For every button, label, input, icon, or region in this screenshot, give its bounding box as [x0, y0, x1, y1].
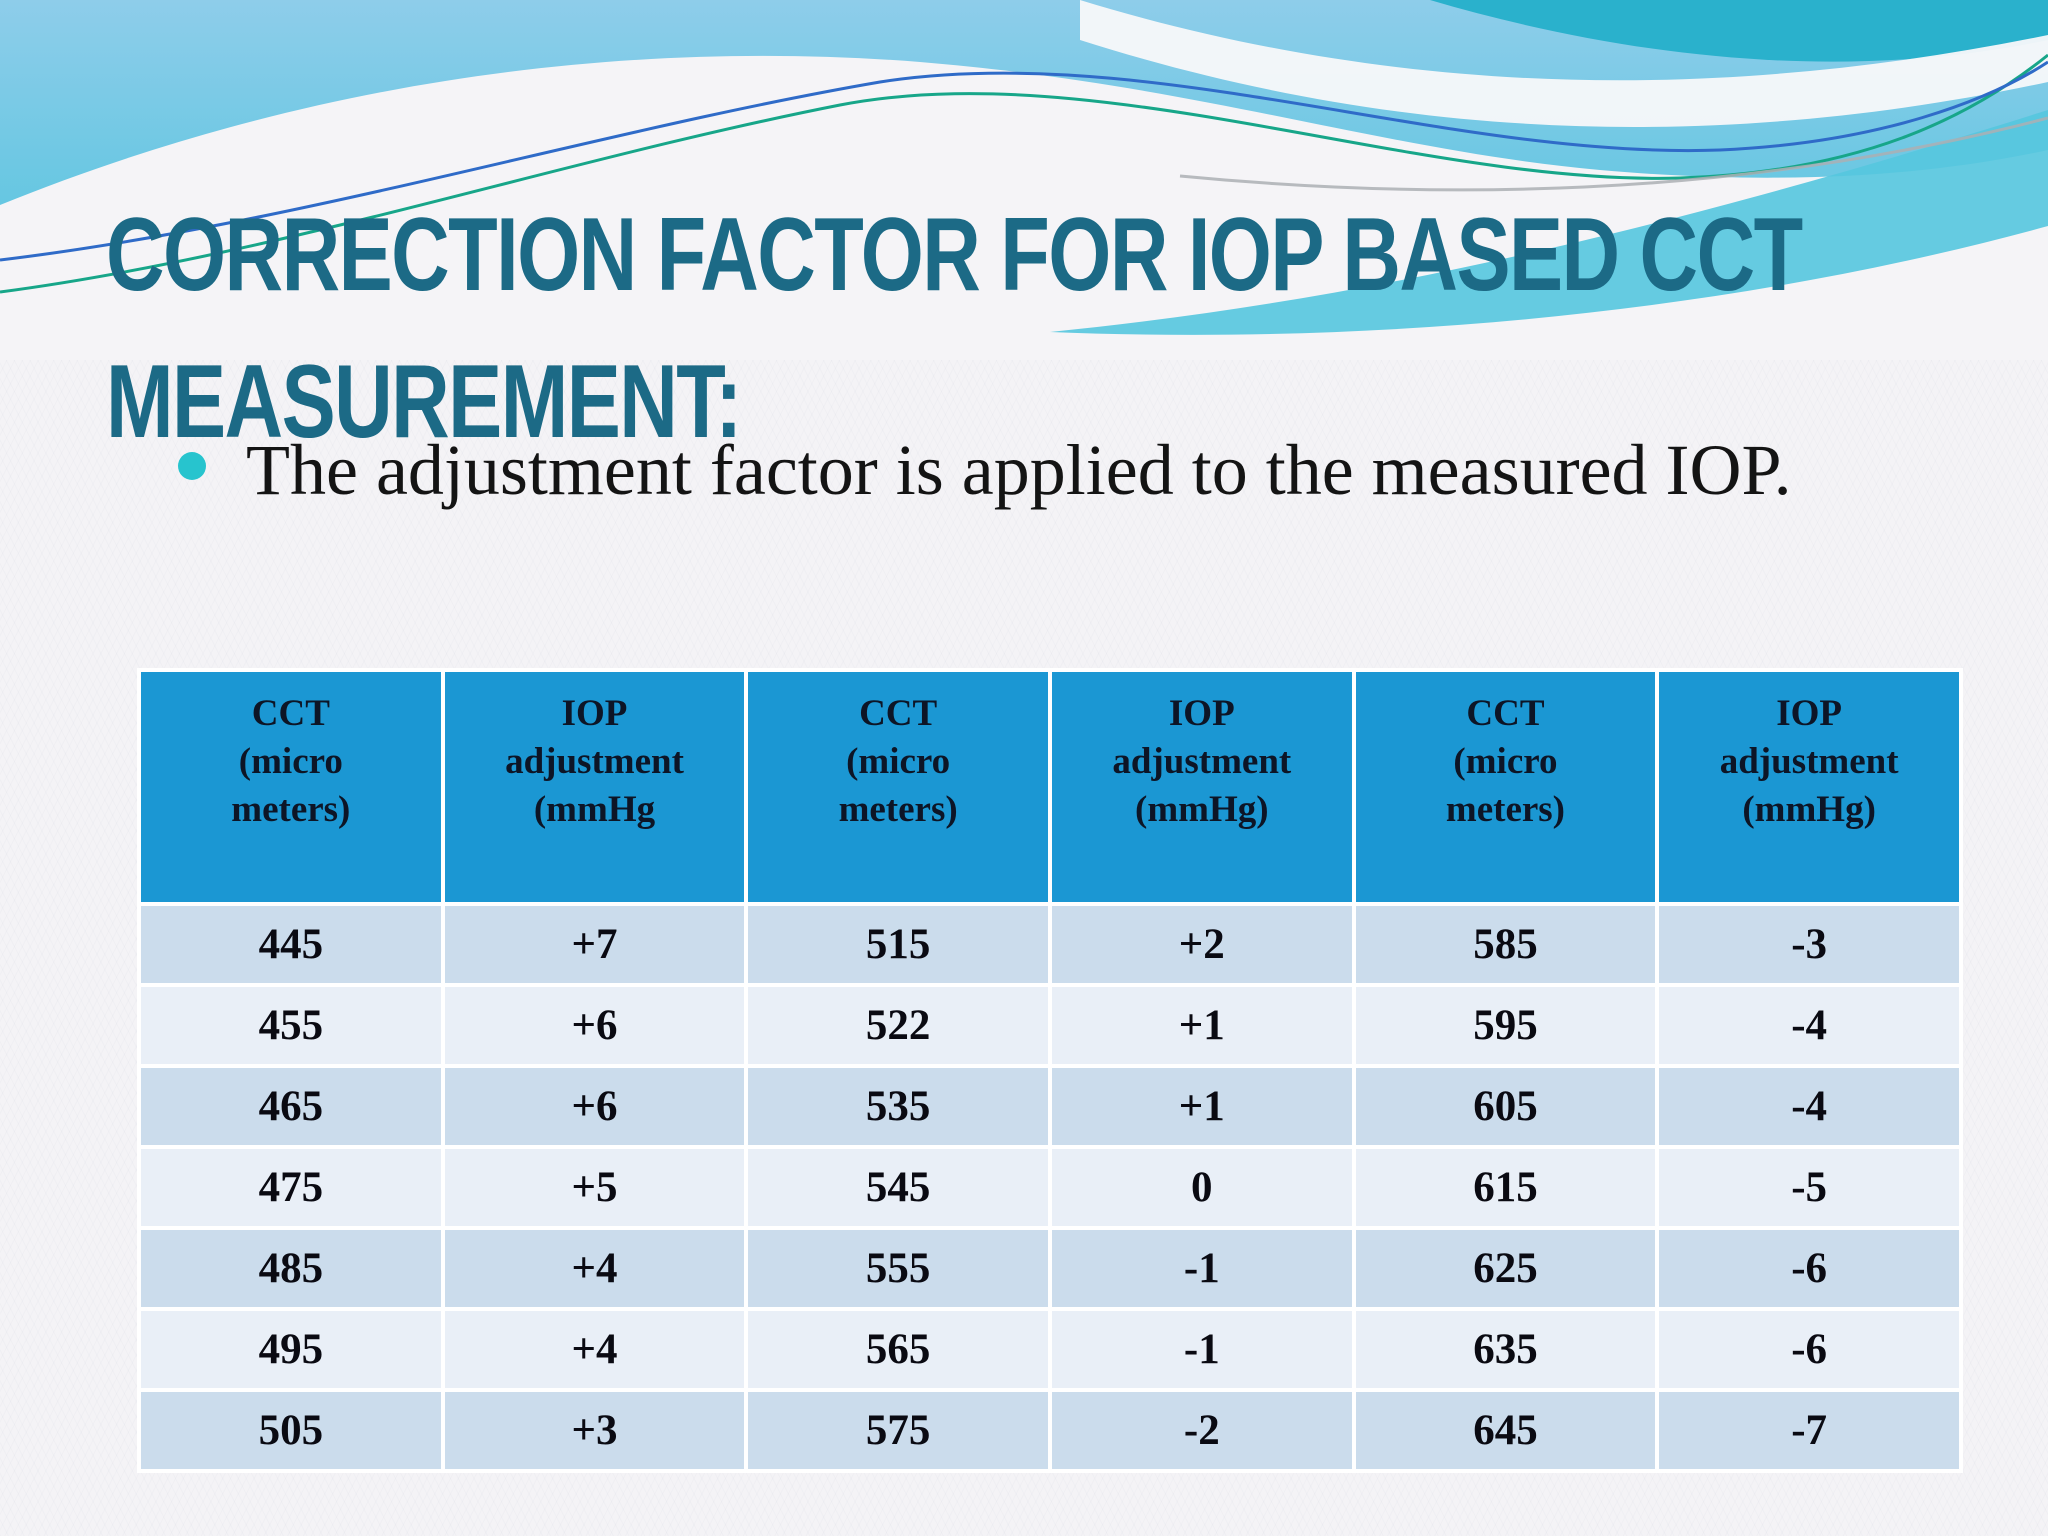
table-cell: +5 — [440, 1145, 749, 1230]
table-cell: +7 — [440, 902, 749, 987]
table-cell: 465 — [137, 1064, 445, 1149]
slide-title-line-1: CORRECTION FACTOR FOR IOP BASED CCT — [106, 196, 1803, 313]
table-cell: +3 — [440, 1388, 749, 1473]
table-cell: 535 — [744, 1064, 1052, 1149]
table-cell: 645 — [1351, 1388, 1660, 1473]
bullet-text: The adjustment factor is applied to the … — [246, 430, 1792, 510]
table-cell: 455 — [137, 983, 445, 1068]
table-cell: -3 — [1655, 902, 1963, 987]
table-row: 445 +7 515 +2 585 -3 — [137, 902, 1963, 987]
table-cell: -1 — [1047, 1226, 1356, 1311]
table-cell: 0 — [1047, 1145, 1356, 1230]
table-cell: 575 — [744, 1388, 1052, 1473]
slide-title: CORRECTION FACTOR FOR IOP BASED CCT MEAS… — [106, 182, 1803, 477]
wave-svg — [0, 0, 2048, 360]
table-header-row: CCT (micro meters) IOP adjustment (mmHg … — [137, 668, 1963, 906]
table-row: 485 +4 555 -1 625 -6 — [137, 1226, 1963, 1311]
table-cell: -6 — [1655, 1307, 1963, 1392]
column-header-iop-1: IOP adjustment (mmHg — [440, 668, 749, 906]
table-cell: +1 — [1047, 1064, 1356, 1149]
table-cell: 515 — [744, 902, 1052, 987]
column-header-cct-3: CCT (micro meters) — [1351, 668, 1660, 906]
table-row: 495 +4 565 -1 635 -6 — [137, 1307, 1963, 1392]
wave-green-line — [0, 53, 2048, 294]
table-cell: -2 — [1047, 1388, 1356, 1473]
table-cell: 585 — [1351, 902, 1660, 987]
wave-gray-line — [1179, 116, 2048, 192]
wave-blue-line — [0, 60, 2048, 262]
column-header-cct-2: CCT (micro meters) — [744, 668, 1052, 906]
table-row: 505 +3 575 -2 645 -7 — [137, 1388, 1963, 1473]
wave-dark-teal-band — [1430, 0, 2048, 62]
table-cell: -7 — [1655, 1388, 1963, 1473]
table-cell: 555 — [744, 1226, 1052, 1311]
table-row: 455 +6 522 +1 595 -4 — [137, 983, 1963, 1068]
wave-cyan-band — [1050, 110, 2048, 335]
header-wave-decoration — [0, 0, 2048, 360]
table-cell: -6 — [1655, 1226, 1963, 1311]
table-cell: 475 — [137, 1145, 445, 1230]
table-cell: +4 — [440, 1226, 749, 1311]
bullet-item: The adjustment factor is applied to the … — [178, 420, 1792, 521]
table-cell: 565 — [744, 1307, 1052, 1392]
column-header-iop-2: IOP adjustment (mmHg) — [1047, 668, 1356, 906]
table-cell: +6 — [440, 983, 749, 1068]
table-cell: 625 — [1351, 1226, 1660, 1311]
column-header-cct-1: CCT (micro meters) — [137, 668, 445, 906]
table-cell: -5 — [1655, 1145, 1963, 1230]
table-cell: 635 — [1351, 1307, 1660, 1392]
table-cell: +6 — [440, 1064, 749, 1149]
bullet-dot-icon — [178, 452, 206, 480]
cct-iop-correction-table: CCT (micro meters) IOP adjustment (mmHg … — [137, 668, 1963, 1473]
slide-title-line-2: MEASUREMENT: — [106, 344, 742, 461]
table-cell: 505 — [137, 1388, 445, 1473]
column-header-iop-3: IOP adjustment (mmHg) — [1655, 668, 1963, 906]
table-cell: 445 — [137, 902, 445, 987]
wave-white-stripe — [1080, 0, 2048, 127]
table-cell: -1 — [1047, 1307, 1356, 1392]
table-cell: 595 — [1351, 983, 1660, 1068]
table-cell: 615 — [1351, 1145, 1660, 1230]
table-cell: 495 — [137, 1307, 445, 1392]
table-cell: +2 — [1047, 902, 1356, 987]
table-row: 475 +5 545 0 615 -5 — [137, 1145, 1963, 1230]
table-cell: -4 — [1655, 1064, 1963, 1149]
table-row: 465 +6 535 +1 605 -4 — [137, 1064, 1963, 1149]
table-cell: +4 — [440, 1307, 749, 1392]
table-cell: -4 — [1655, 983, 1963, 1068]
table-cell: +1 — [1047, 983, 1356, 1068]
table-cell: 545 — [744, 1145, 1052, 1230]
table-cell: 522 — [744, 983, 1052, 1068]
table-cell: 605 — [1351, 1064, 1660, 1149]
table-cell: 485 — [137, 1226, 445, 1311]
